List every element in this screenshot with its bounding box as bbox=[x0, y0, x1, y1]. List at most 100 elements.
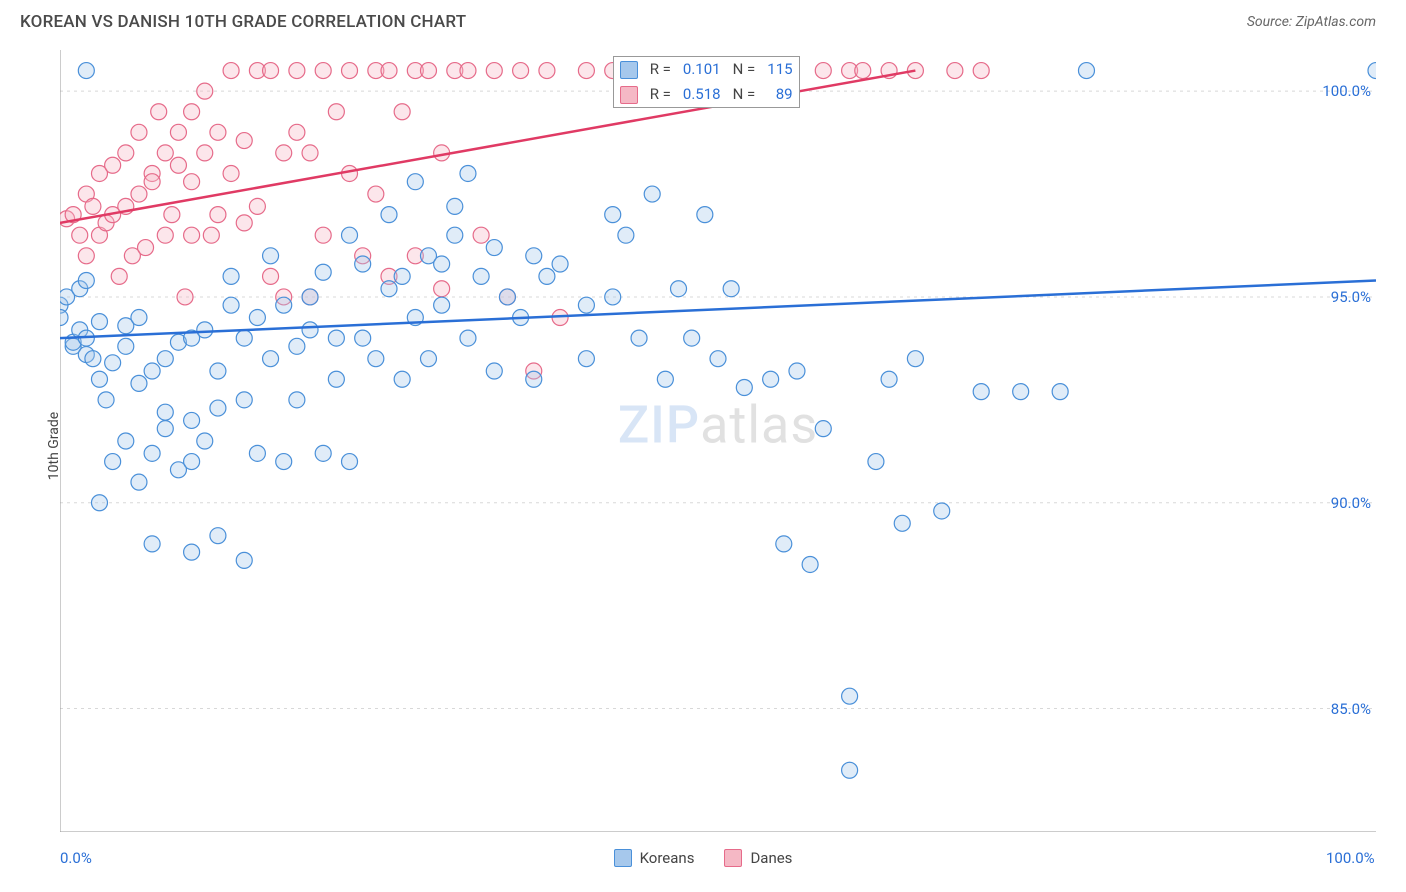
data-point bbox=[131, 124, 147, 140]
data-point bbox=[342, 63, 358, 79]
data-point bbox=[210, 400, 226, 416]
data-point bbox=[72, 227, 88, 243]
data-point bbox=[842, 762, 858, 778]
y-tick-label: 100.0% bbox=[1322, 82, 1371, 100]
legend-item: Danes bbox=[724, 849, 792, 867]
data-point bbox=[184, 227, 200, 243]
data-point bbox=[302, 145, 318, 161]
data-point bbox=[197, 145, 213, 161]
data-point bbox=[434, 297, 450, 313]
data-point bbox=[210, 363, 226, 379]
data-point bbox=[947, 63, 963, 79]
data-point bbox=[91, 371, 107, 387]
data-point bbox=[263, 268, 279, 284]
data-point bbox=[151, 104, 167, 120]
data-point bbox=[618, 227, 634, 243]
legend-swatch bbox=[724, 849, 742, 867]
data-point bbox=[447, 227, 463, 243]
data-point bbox=[236, 392, 252, 408]
data-point bbox=[842, 688, 858, 704]
data-point bbox=[210, 124, 226, 140]
data-point bbox=[118, 145, 134, 161]
data-point bbox=[78, 63, 94, 79]
data-point bbox=[657, 371, 673, 387]
data-point bbox=[394, 104, 410, 120]
data-point bbox=[473, 268, 489, 284]
y-tick-label: 85.0% bbox=[1331, 700, 1371, 718]
data-point bbox=[236, 215, 252, 231]
data-point bbox=[736, 379, 752, 395]
data-point bbox=[776, 536, 792, 552]
data-point bbox=[368, 351, 384, 367]
data-point bbox=[85, 351, 101, 367]
data-point bbox=[342, 454, 358, 470]
data-point bbox=[434, 256, 450, 272]
data-point bbox=[460, 63, 476, 79]
chart-source: Source: ZipAtlas.com bbox=[1247, 14, 1376, 30]
data-point bbox=[605, 207, 621, 223]
stats-swatch bbox=[620, 61, 638, 79]
data-point bbox=[131, 474, 147, 490]
data-point bbox=[394, 371, 410, 387]
data-point bbox=[236, 133, 252, 149]
legend-label: Danes bbox=[750, 849, 792, 867]
data-point bbox=[157, 404, 173, 420]
stats-r-label: R = bbox=[644, 57, 677, 82]
data-point bbox=[105, 355, 121, 371]
data-point bbox=[434, 281, 450, 297]
data-point bbox=[184, 174, 200, 190]
data-point bbox=[526, 248, 542, 264]
stats-swatch bbox=[620, 86, 638, 104]
data-point bbox=[249, 310, 265, 326]
data-point bbox=[164, 207, 180, 223]
data-point bbox=[539, 268, 555, 284]
data-point bbox=[644, 186, 660, 202]
data-point bbox=[315, 227, 331, 243]
scatter-plot bbox=[60, 50, 1376, 832]
data-point bbox=[789, 363, 805, 379]
data-point bbox=[315, 445, 331, 461]
data-point bbox=[552, 256, 568, 272]
data-point bbox=[486, 63, 502, 79]
data-point bbox=[394, 268, 410, 284]
data-point bbox=[526, 371, 542, 387]
data-point bbox=[460, 165, 476, 181]
data-point bbox=[138, 240, 154, 256]
data-point bbox=[486, 363, 502, 379]
data-point bbox=[486, 240, 502, 256]
chart-area: ZIPatlas R =0.101N =115R =0.518N =89 85.… bbox=[60, 50, 1376, 832]
data-point bbox=[197, 433, 213, 449]
data-point bbox=[973, 63, 989, 79]
data-point bbox=[60, 310, 68, 326]
data-point bbox=[203, 227, 219, 243]
data-point bbox=[184, 412, 200, 428]
data-point bbox=[447, 198, 463, 214]
data-point bbox=[105, 454, 121, 470]
data-point bbox=[131, 375, 147, 391]
stats-legend-box: R =0.101N =115R =0.518N =89 bbox=[613, 56, 800, 108]
data-point bbox=[276, 454, 292, 470]
stats-n-value: 115 bbox=[761, 57, 798, 82]
data-point bbox=[157, 145, 173, 161]
data-point bbox=[907, 351, 923, 367]
data-point bbox=[91, 314, 107, 330]
stats-r-value: 0.518 bbox=[677, 82, 727, 107]
data-point bbox=[223, 63, 239, 79]
data-point bbox=[289, 124, 305, 140]
data-point bbox=[342, 227, 358, 243]
data-point bbox=[578, 351, 594, 367]
data-point bbox=[407, 174, 423, 190]
data-point bbox=[855, 63, 871, 79]
data-point bbox=[302, 322, 318, 338]
data-point bbox=[578, 63, 594, 79]
stats-r-value: 0.101 bbox=[677, 57, 727, 82]
legend-swatch bbox=[614, 849, 632, 867]
stats-n-label: N = bbox=[727, 82, 762, 107]
data-point bbox=[105, 157, 121, 173]
data-point bbox=[763, 371, 779, 387]
data-point bbox=[1078, 63, 1094, 79]
data-point bbox=[210, 207, 226, 223]
data-point bbox=[815, 421, 831, 437]
data-point bbox=[302, 289, 318, 305]
data-point bbox=[223, 165, 239, 181]
